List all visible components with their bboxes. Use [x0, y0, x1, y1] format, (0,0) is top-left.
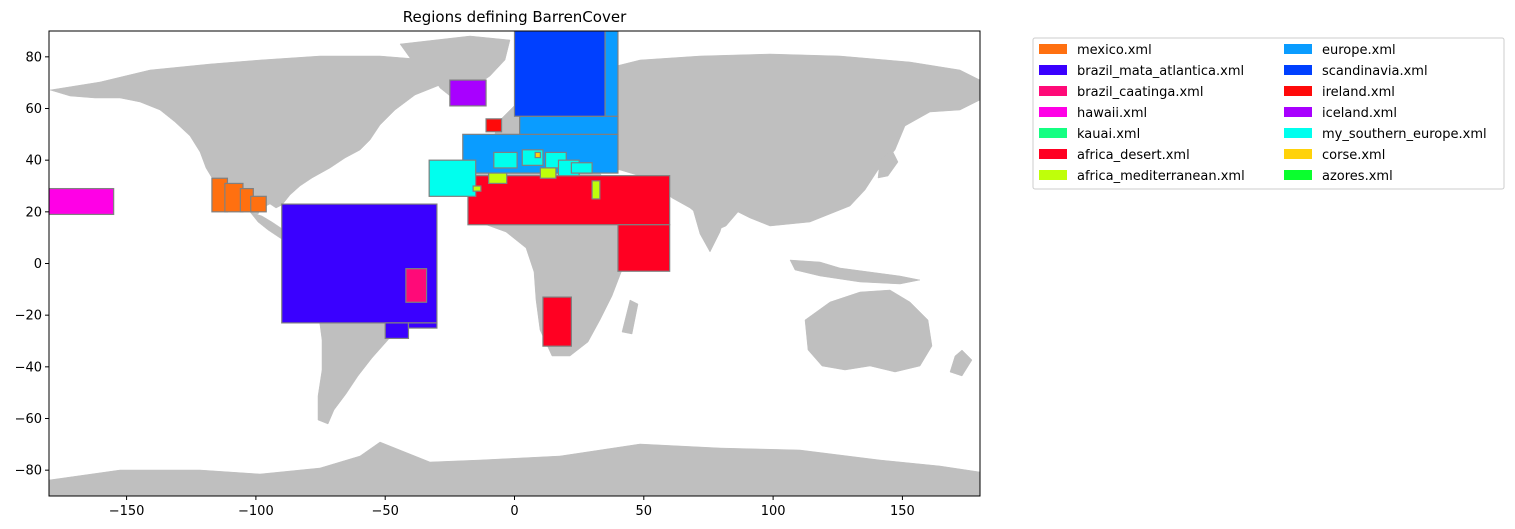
legend-label-africa-desert: africa_desert.xml [1077, 148, 1190, 163]
region-brazil-mata-atlantica-box-2 [384, 322, 410, 340]
land-australia [804, 289, 933, 373]
region-my-southern-europe-box-2 [493, 151, 518, 169]
legend-label-my-southern-europe: my_southern_europe.xml [1322, 127, 1487, 142]
legend-label-scandinavia: scandinavia.xml [1322, 64, 1428, 79]
legend-label-brazil-caatinga: brazil_caatinga.xml [1077, 85, 1203, 100]
legend-label-mexico: mexico.xml [1077, 43, 1152, 58]
region-brazil-caatinga-box-1 [405, 268, 428, 303]
x-tick-label: −100 [238, 504, 274, 519]
region-scandinavia-box-1 [513, 31, 606, 117]
x-tick-label: −50 [371, 504, 398, 519]
region-hawaii-box-1 [49, 187, 115, 216]
land-madagascar [621, 299, 639, 335]
region-corse-box-1 [534, 151, 541, 159]
x-tick-label: −150 [109, 504, 145, 519]
y-tick-label: −80 [15, 464, 42, 479]
legend-label-europe: europe.xml [1322, 43, 1396, 58]
region-brazil-mata-atlantica-box-1 [281, 203, 438, 324]
y-tick-label: 0 [34, 257, 42, 272]
legend-swatch-africa-mediterranean [1039, 170, 1067, 180]
legend-swatch-azores [1284, 170, 1312, 180]
region-europe-box-2 [519, 115, 619, 135]
legend-label-ireland: ireland.xml [1322, 85, 1395, 100]
legend-label-kauai: kauai.xml [1077, 127, 1140, 142]
x-tick-label: 50 [636, 504, 653, 519]
legend-label-azores: azores.xml [1322, 169, 1393, 184]
legend-label-iceland: iceland.xml [1322, 106, 1397, 121]
region-my-southern-europe-box-6 [570, 162, 593, 174]
region-europe-box-3 [604, 31, 619, 117]
chart-title: Regions defining BarrenCover [403, 8, 627, 26]
legend-swatch-corse [1284, 149, 1312, 159]
legend-swatch-kauai [1039, 128, 1067, 138]
legend-swatch-mexico [1039, 44, 1067, 54]
axes-layer: −150 −100 −50 0 50 100 150 −80 −60 −40 −20 0 20 40 60 8… [15, 50, 915, 519]
legend-swatch-iceland [1284, 107, 1312, 117]
region-africa-desert-box-2 [617, 224, 671, 272]
region-ireland-box-1 [485, 118, 503, 133]
legend-swatch-europe [1284, 44, 1312, 54]
legend-swatch-brazil-caatinga [1039, 86, 1067, 96]
land-antarctica [49, 441, 980, 496]
y-tick-label: −20 [15, 309, 42, 324]
land-north-america [49, 55, 451, 215]
legend-swatch-hawaii [1039, 107, 1067, 117]
legend-label-brazil-mata-atlantica: brazil_mata_atlantica.xml [1077, 64, 1244, 79]
region-iceland-box-1 [449, 79, 487, 107]
land-new-zealand [949, 349, 973, 377]
y-tick-label: −40 [15, 360, 42, 375]
region-brazil-mata-atlantica-box-3 [407, 322, 438, 329]
region-africa-mediterranean-box-3 [591, 180, 601, 200]
region-africa-desert-box-3 [542, 296, 572, 347]
land-india [691, 205, 729, 253]
regions-layer [49, 31, 671, 347]
legend-swatch-my-southern-europe [1284, 128, 1312, 138]
y-tick-label: −60 [15, 412, 42, 427]
legend-swatch-scandinavia [1284, 65, 1312, 75]
land-japan [877, 149, 899, 179]
legend-swatch-ireland [1284, 86, 1312, 96]
region-africa-mediterranean-box-4 [472, 185, 482, 192]
legend: mexico.xml brazil_mata_atlantica.xmlbrazi… [1032, 37, 1505, 190]
x-tick-label: 150 [890, 504, 915, 519]
legend-swatch-africa-desert [1039, 149, 1067, 159]
x-tick-label: 0 [510, 504, 518, 519]
y-tick-label: 40 [25, 154, 42, 169]
legend-label-hawaii: hawaii.xml [1077, 106, 1147, 121]
region-mexico-box-4 [250, 195, 267, 213]
region-africa-mediterranean-box-2 [539, 167, 557, 179]
y-tick-label: 60 [25, 102, 42, 117]
region-africa-mediterranean-box-1 [488, 172, 508, 185]
legend-frame [1032, 37, 1505, 190]
legend-label-corse: corse.xml [1322, 148, 1385, 163]
region-my-southern-europe-box-1 [428, 159, 477, 197]
legend-swatch-brazil-mata-atlantica [1039, 65, 1067, 75]
x-tick-label: 100 [761, 504, 786, 519]
land-indonesia [789, 259, 921, 285]
y-tick-label: 20 [25, 205, 42, 220]
legend-label-africa-mediterranean: africa_mediterranean.xml [1077, 169, 1245, 184]
y-tick-label: 80 [25, 50, 42, 65]
